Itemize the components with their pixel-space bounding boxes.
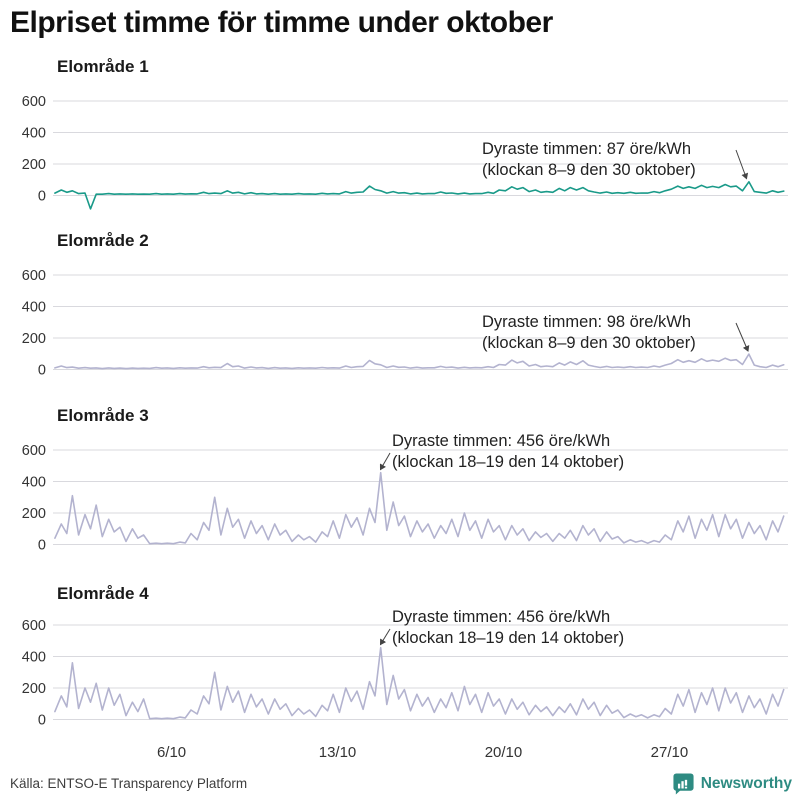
y-tick-label: 0 xyxy=(38,713,46,729)
brand-name: Newsworthy xyxy=(700,774,792,792)
y-tick-label: 400 xyxy=(22,126,46,142)
panel-title-elomrade-3: Elområde 3 xyxy=(57,406,149,425)
panel-title-elomrade-1: Elområde 1 xyxy=(57,57,149,76)
annotation-arrow xyxy=(379,628,391,646)
annotation-arrow xyxy=(735,322,750,352)
y-tick-label: 0 xyxy=(38,363,46,379)
x-tick-label: 27/10 xyxy=(651,744,689,761)
annotation-panel-3: Dyraste timmen: 456 öre/kWh (klockan 18–… xyxy=(392,431,624,473)
y-tick-label: 600 xyxy=(22,268,46,284)
y-tick-label: 0 xyxy=(38,189,46,205)
y-tick-label: 600 xyxy=(22,94,46,110)
page-title: Elpriset timme för timme under oktober xyxy=(10,6,553,39)
x-tick-label: 6/10 xyxy=(157,744,186,761)
annotation-arrow xyxy=(735,149,749,180)
x-tick-label: 13/10 xyxy=(319,744,357,761)
newsworthy-logo: Newsworthy xyxy=(672,772,792,795)
y-tick-label: 200 xyxy=(22,331,46,347)
annotation-line: (klockan 18–19 den 14 oktober) xyxy=(392,453,625,471)
annotation-line: Dyraste timmen: 98 öre/kWh xyxy=(482,313,692,331)
annotation-panel-1: Dyraste timmen: 87 öre/kWh (klockan 8–9 … xyxy=(482,139,696,181)
price-line-series xyxy=(54,646,785,720)
annotation-line: (klockan 8–9 den 30 oktober) xyxy=(482,334,696,352)
panel-plot-4: 0 200 400 600 xyxy=(22,618,788,729)
price-line-series xyxy=(54,471,785,545)
panel-plot-3: 0 200 400 600 xyxy=(22,443,788,554)
annotation-line: (klockan 8–9 den 30 oktober) xyxy=(482,161,696,179)
annotation-line: Dyraste timmen: 456 öre/kWh xyxy=(392,432,611,450)
y-tick-label: 600 xyxy=(22,618,46,634)
x-tick-label: 20/10 xyxy=(485,744,523,761)
annotation-line: Dyraste timmen: 456 öre/kWh xyxy=(392,608,611,626)
source-credit: Källa: ENTSO-E Transparency Platform xyxy=(10,776,248,791)
y-tick-label: 200 xyxy=(22,157,46,173)
panel-plot-1: 0 200 400 600 xyxy=(22,94,788,210)
y-tick-label: 400 xyxy=(22,650,46,666)
x-axis: 6/10 13/10 20/10 27/10 xyxy=(157,744,688,761)
annotation-line: Dyraste timmen: 87 öre/kWh xyxy=(482,140,692,158)
panel-plot-2: 0 200 400 600 xyxy=(22,268,788,379)
y-tick-label: 200 xyxy=(22,681,46,697)
y-tick-label: 400 xyxy=(22,300,46,316)
y-tick-label: 400 xyxy=(22,475,46,491)
y-tick-label: 600 xyxy=(22,443,46,459)
y-tick-label: 0 xyxy=(38,538,46,554)
y-tick-label: 200 xyxy=(22,506,46,522)
annotation-panel-2: Dyraste timmen: 98 öre/kWh (klockan 8–9 … xyxy=(482,312,696,354)
bar-chart-bubble-icon xyxy=(672,772,695,795)
price-line-series xyxy=(54,353,785,370)
annotation-arrow xyxy=(379,452,391,471)
panel-title-elomrade-4: Elområde 4 xyxy=(57,584,149,603)
annotation-panel-4: Dyraste timmen: 456 öre/kWh (klockan 18–… xyxy=(392,607,624,649)
panel-title-elomrade-2: Elområde 2 xyxy=(57,231,149,250)
price-line-series xyxy=(54,181,785,210)
annotation-line: (klockan 18–19 den 14 oktober) xyxy=(392,629,625,647)
